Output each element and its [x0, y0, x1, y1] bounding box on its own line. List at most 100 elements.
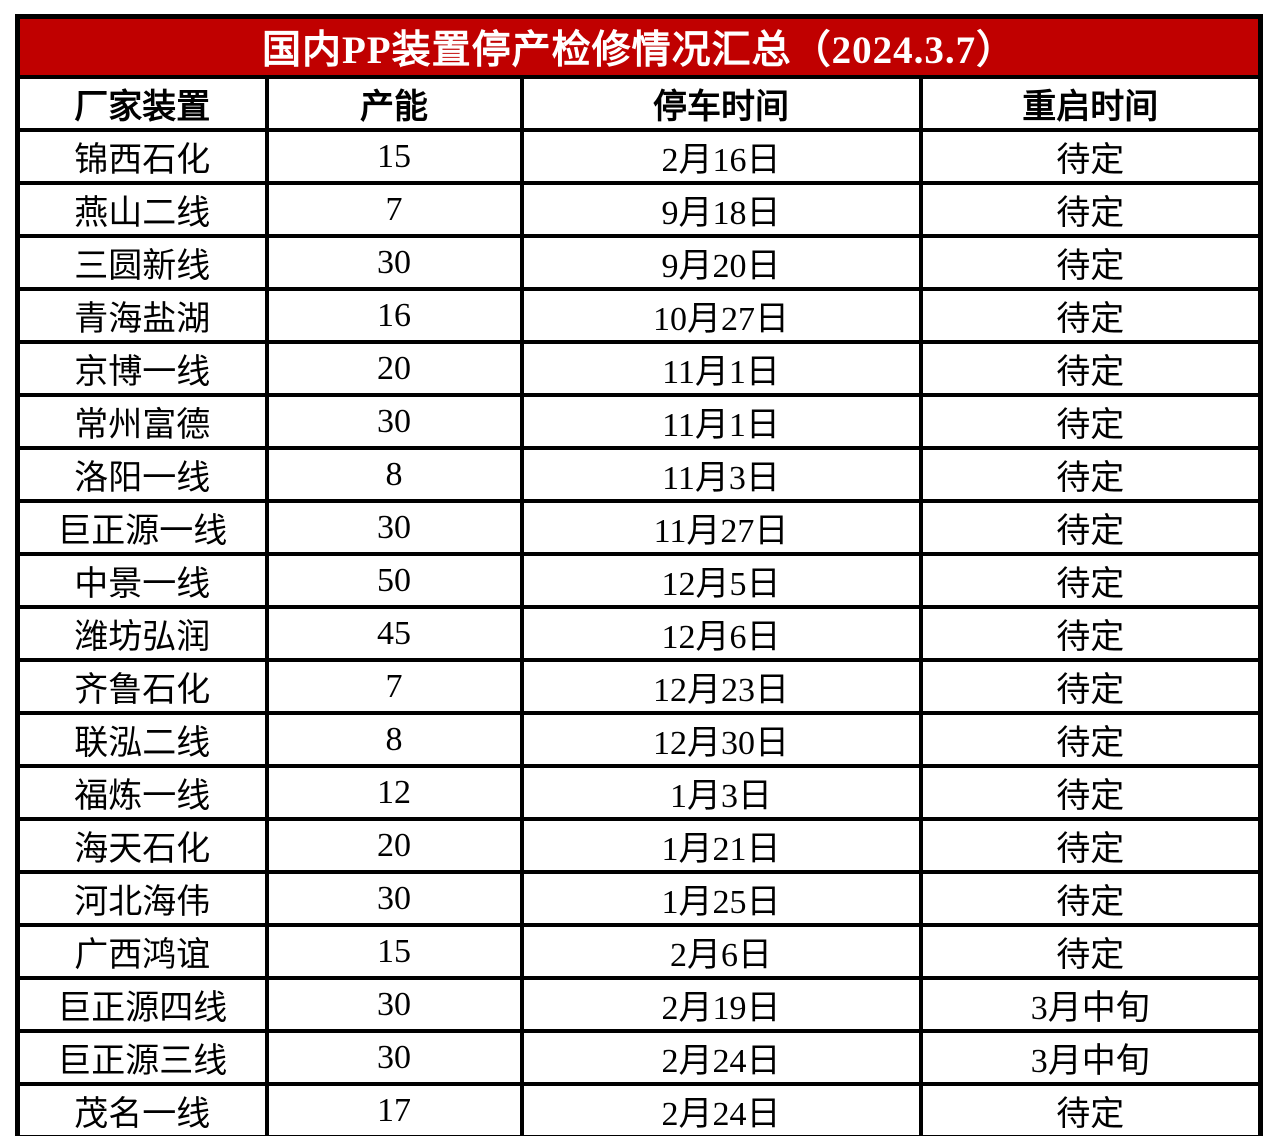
- table-row: 中景一线 50 12月5日 待定: [15, 552, 1263, 609]
- table-row: 洛阳一线 8 11月3日 待定: [15, 446, 1263, 503]
- stop-date-cell: 11月3日: [519, 446, 923, 503]
- factory-cell: 巨正源一线: [15, 499, 269, 556]
- restart-date-cell: 待定: [918, 1082, 1263, 1136]
- stop-date-cell: 1月25日: [519, 870, 923, 927]
- table-row: 联泓二线 8 12月30日 待定: [15, 711, 1263, 768]
- capacity-cell: 50: [264, 552, 524, 609]
- restart-date-cell: 待定: [918, 446, 1263, 503]
- stop-date-cell: 2月19日: [519, 976, 923, 1033]
- header-factory: 厂家装置: [15, 75, 269, 132]
- restart-date-cell: 待定: [918, 181, 1263, 238]
- stop-date-cell: 1月21日: [519, 817, 923, 874]
- capacity-cell: 16: [264, 287, 524, 344]
- factory-cell: 常州富德: [15, 393, 269, 450]
- capacity-cell: 15: [264, 923, 524, 980]
- header-capacity: 产能: [264, 75, 524, 132]
- factory-cell: 巨正源四线: [15, 976, 269, 1033]
- table-row: 京博一线 20 11月1日 待定: [15, 340, 1263, 397]
- factory-cell: 潍坊弘润: [15, 605, 269, 662]
- restart-date-cell: 待定: [918, 234, 1263, 291]
- capacity-cell: 30: [264, 499, 524, 556]
- header-row: 厂家装置 产能 停车时间 重启时间: [15, 75, 1263, 132]
- restart-date-cell: 待定: [918, 605, 1263, 662]
- stop-date-cell: 2月24日: [519, 1029, 923, 1086]
- table-row: 巨正源一线 30 11月27日 待定: [15, 499, 1263, 556]
- restart-date-cell: 待定: [918, 870, 1263, 927]
- capacity-cell: 8: [264, 446, 524, 503]
- table-row: 三圆新线 30 9月20日 待定: [15, 234, 1263, 291]
- title-row: 国内PP装置停产检修情况汇总（2024.3.7）: [15, 14, 1263, 79]
- factory-cell: 福炼一线: [15, 764, 269, 821]
- factory-cell: 河北海伟: [15, 870, 269, 927]
- capacity-cell: 20: [264, 340, 524, 397]
- stop-date-cell: 12月5日: [519, 552, 923, 609]
- stop-date-cell: 11月1日: [519, 340, 923, 397]
- header-restart-date: 重启时间: [918, 75, 1263, 132]
- table-body: 锦西石化 15 2月16日 待定 燕山二线 7 9月18日 待定 三圆新线 30 9月20日 待定 青海…: [15, 128, 1263, 1136]
- capacity-cell: 17: [264, 1082, 524, 1136]
- factory-cell: 联泓二线: [15, 711, 269, 768]
- stop-date-cell: 11月1日: [519, 393, 923, 450]
- table-row: 福炼一线 12 1月3日 待定: [15, 764, 1263, 821]
- restart-date-cell: 待定: [918, 287, 1263, 344]
- stop-date-cell: 9月20日: [519, 234, 923, 291]
- table-row: 齐鲁石化 7 12月23日 待定: [15, 658, 1263, 715]
- capacity-cell: 30: [264, 393, 524, 450]
- table-row: 潍坊弘润 45 12月6日 待定: [15, 605, 1263, 662]
- factory-cell: 中景一线: [15, 552, 269, 609]
- table-row: 常州富德 30 11月1日 待定: [15, 393, 1263, 450]
- restart-date-cell: 待定: [918, 658, 1263, 715]
- capacity-cell: 30: [264, 234, 524, 291]
- stop-date-cell: 12月23日: [519, 658, 923, 715]
- stop-date-cell: 12月30日: [519, 711, 923, 768]
- capacity-cell: 45: [264, 605, 524, 662]
- capacity-cell: 7: [264, 181, 524, 238]
- capacity-cell: 20: [264, 817, 524, 874]
- stop-date-cell: 2月6日: [519, 923, 923, 980]
- factory-cell: 海天石化: [15, 817, 269, 874]
- capacity-cell: 8: [264, 711, 524, 768]
- capacity-cell: 30: [264, 976, 524, 1033]
- factory-cell: 广西鸿谊: [15, 923, 269, 980]
- factory-cell: 京博一线: [15, 340, 269, 397]
- factory-cell: 锦西石化: [15, 128, 269, 185]
- table-head: 国内PP装置停产检修情况汇总（2024.3.7） 厂家装置 产能 停车时间 重启…: [15, 14, 1263, 132]
- factory-cell: 茂名一线: [15, 1082, 269, 1136]
- factory-cell: 洛阳一线: [15, 446, 269, 503]
- stop-date-cell: 11月27日: [519, 499, 923, 556]
- restart-date-cell: 待定: [918, 764, 1263, 821]
- capacity-cell: 12: [264, 764, 524, 821]
- table-row: 广西鸿谊 15 2月6日 待定: [15, 923, 1263, 980]
- restart-date-cell: 3月中旬: [918, 1029, 1263, 1086]
- table-row: 锦西石化 15 2月16日 待定: [15, 128, 1263, 185]
- table-row: 茂名一线 17 2月24日 待定: [15, 1082, 1263, 1136]
- capacity-cell: 30: [264, 870, 524, 927]
- pp-maintenance-table: 国内PP装置停产检修情况汇总（2024.3.7） 厂家装置 产能 停车时间 重启…: [15, 14, 1264, 1136]
- restart-date-cell: 待定: [918, 393, 1263, 450]
- factory-cell: 燕山二线: [15, 181, 269, 238]
- factory-cell: 青海盐湖: [15, 287, 269, 344]
- table-row: 青海盐湖 16 10月27日 待定: [15, 287, 1263, 344]
- table-row: 巨正源四线 30 2月19日 3月中旬: [15, 976, 1263, 1033]
- stop-date-cell: 1月3日: [519, 764, 923, 821]
- restart-date-cell: 待定: [918, 128, 1263, 185]
- capacity-cell: 7: [264, 658, 524, 715]
- restart-date-cell: 待定: [918, 711, 1263, 768]
- stop-date-cell: 2月16日: [519, 128, 923, 185]
- stop-date-cell: 9月18日: [519, 181, 923, 238]
- restart-date-cell: 3月中旬: [918, 976, 1263, 1033]
- table-row: 河北海伟 30 1月25日 待定: [15, 870, 1263, 927]
- stop-date-cell: 12月6日: [519, 605, 923, 662]
- factory-cell: 齐鲁石化: [15, 658, 269, 715]
- factory-cell: 三圆新线: [15, 234, 269, 291]
- restart-date-cell: 待定: [918, 552, 1263, 609]
- capacity-cell: 15: [264, 128, 524, 185]
- table-title: 国内PP装置停产检修情况汇总（2024.3.7）: [15, 14, 1263, 79]
- restart-date-cell: 待定: [918, 499, 1263, 556]
- restart-date-cell: 待定: [918, 340, 1263, 397]
- restart-date-cell: 待定: [918, 817, 1263, 874]
- table-row: 海天石化 20 1月21日 待定: [15, 817, 1263, 874]
- table-row: 燕山二线 7 9月18日 待定: [15, 181, 1263, 238]
- stop-date-cell: 10月27日: [519, 287, 923, 344]
